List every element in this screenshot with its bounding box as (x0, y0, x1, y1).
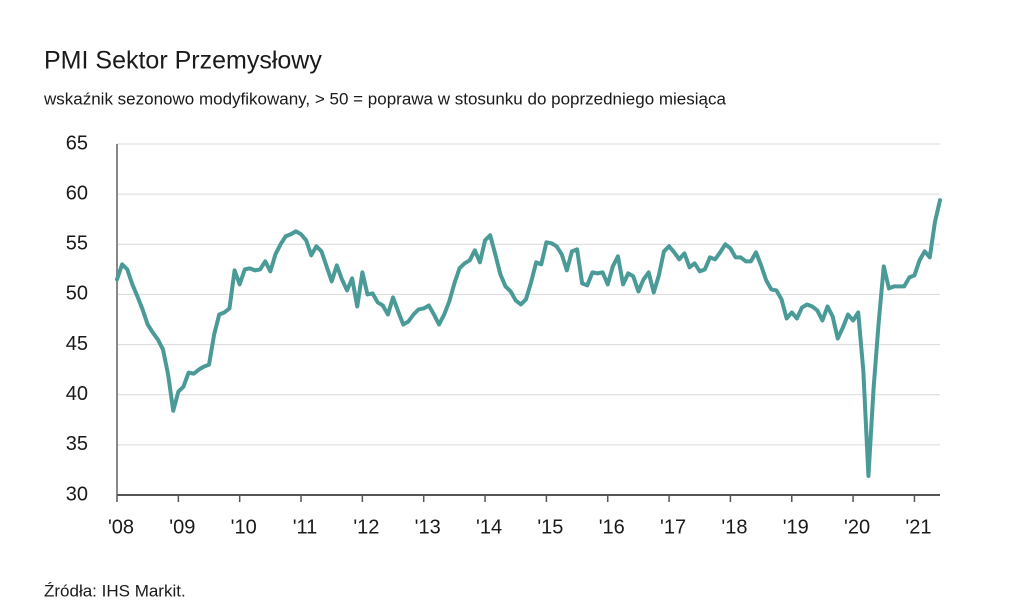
y-tick-label: 30 (66, 483, 88, 505)
x-tick-label: '20 (844, 516, 870, 538)
x-tick-label: '21 (905, 516, 931, 538)
x-tick-label: '11 (293, 516, 318, 538)
x-tick-label: '17 (660, 516, 686, 538)
y-tick-label: 35 (66, 433, 88, 455)
x-tick-label: '14 (476, 516, 502, 538)
pmi-line (115, 198, 942, 478)
x-tick-label: '10 (231, 516, 257, 538)
y-tick-label: 40 (66, 383, 88, 405)
x-tick-label: '13 (415, 516, 441, 538)
y-tick-label: 50 (66, 283, 88, 305)
y-tick-label: 45 (66, 333, 88, 355)
x-tick-label: '09 (169, 516, 195, 538)
y-tick-label: 55 (66, 233, 88, 255)
source-note: Źródła: IHS Markit. (44, 581, 186, 600)
y-tick-label: 65 (66, 132, 88, 154)
x-tick-label: '18 (721, 516, 747, 538)
x-tick-label: '08 (108, 516, 134, 538)
y-tick-label: 60 (66, 182, 88, 204)
chart-subtitle: wskaźnik sezonowo modyfikowany, > 50 = p… (43, 89, 726, 108)
x-tick-label: '19 (783, 516, 809, 538)
x-tick-label: '12 (353, 516, 379, 538)
x-tick-label: '16 (599, 516, 625, 538)
chart-title: PMI Sektor Przemysłowy (44, 47, 322, 75)
x-tick-label: '15 (537, 516, 563, 538)
